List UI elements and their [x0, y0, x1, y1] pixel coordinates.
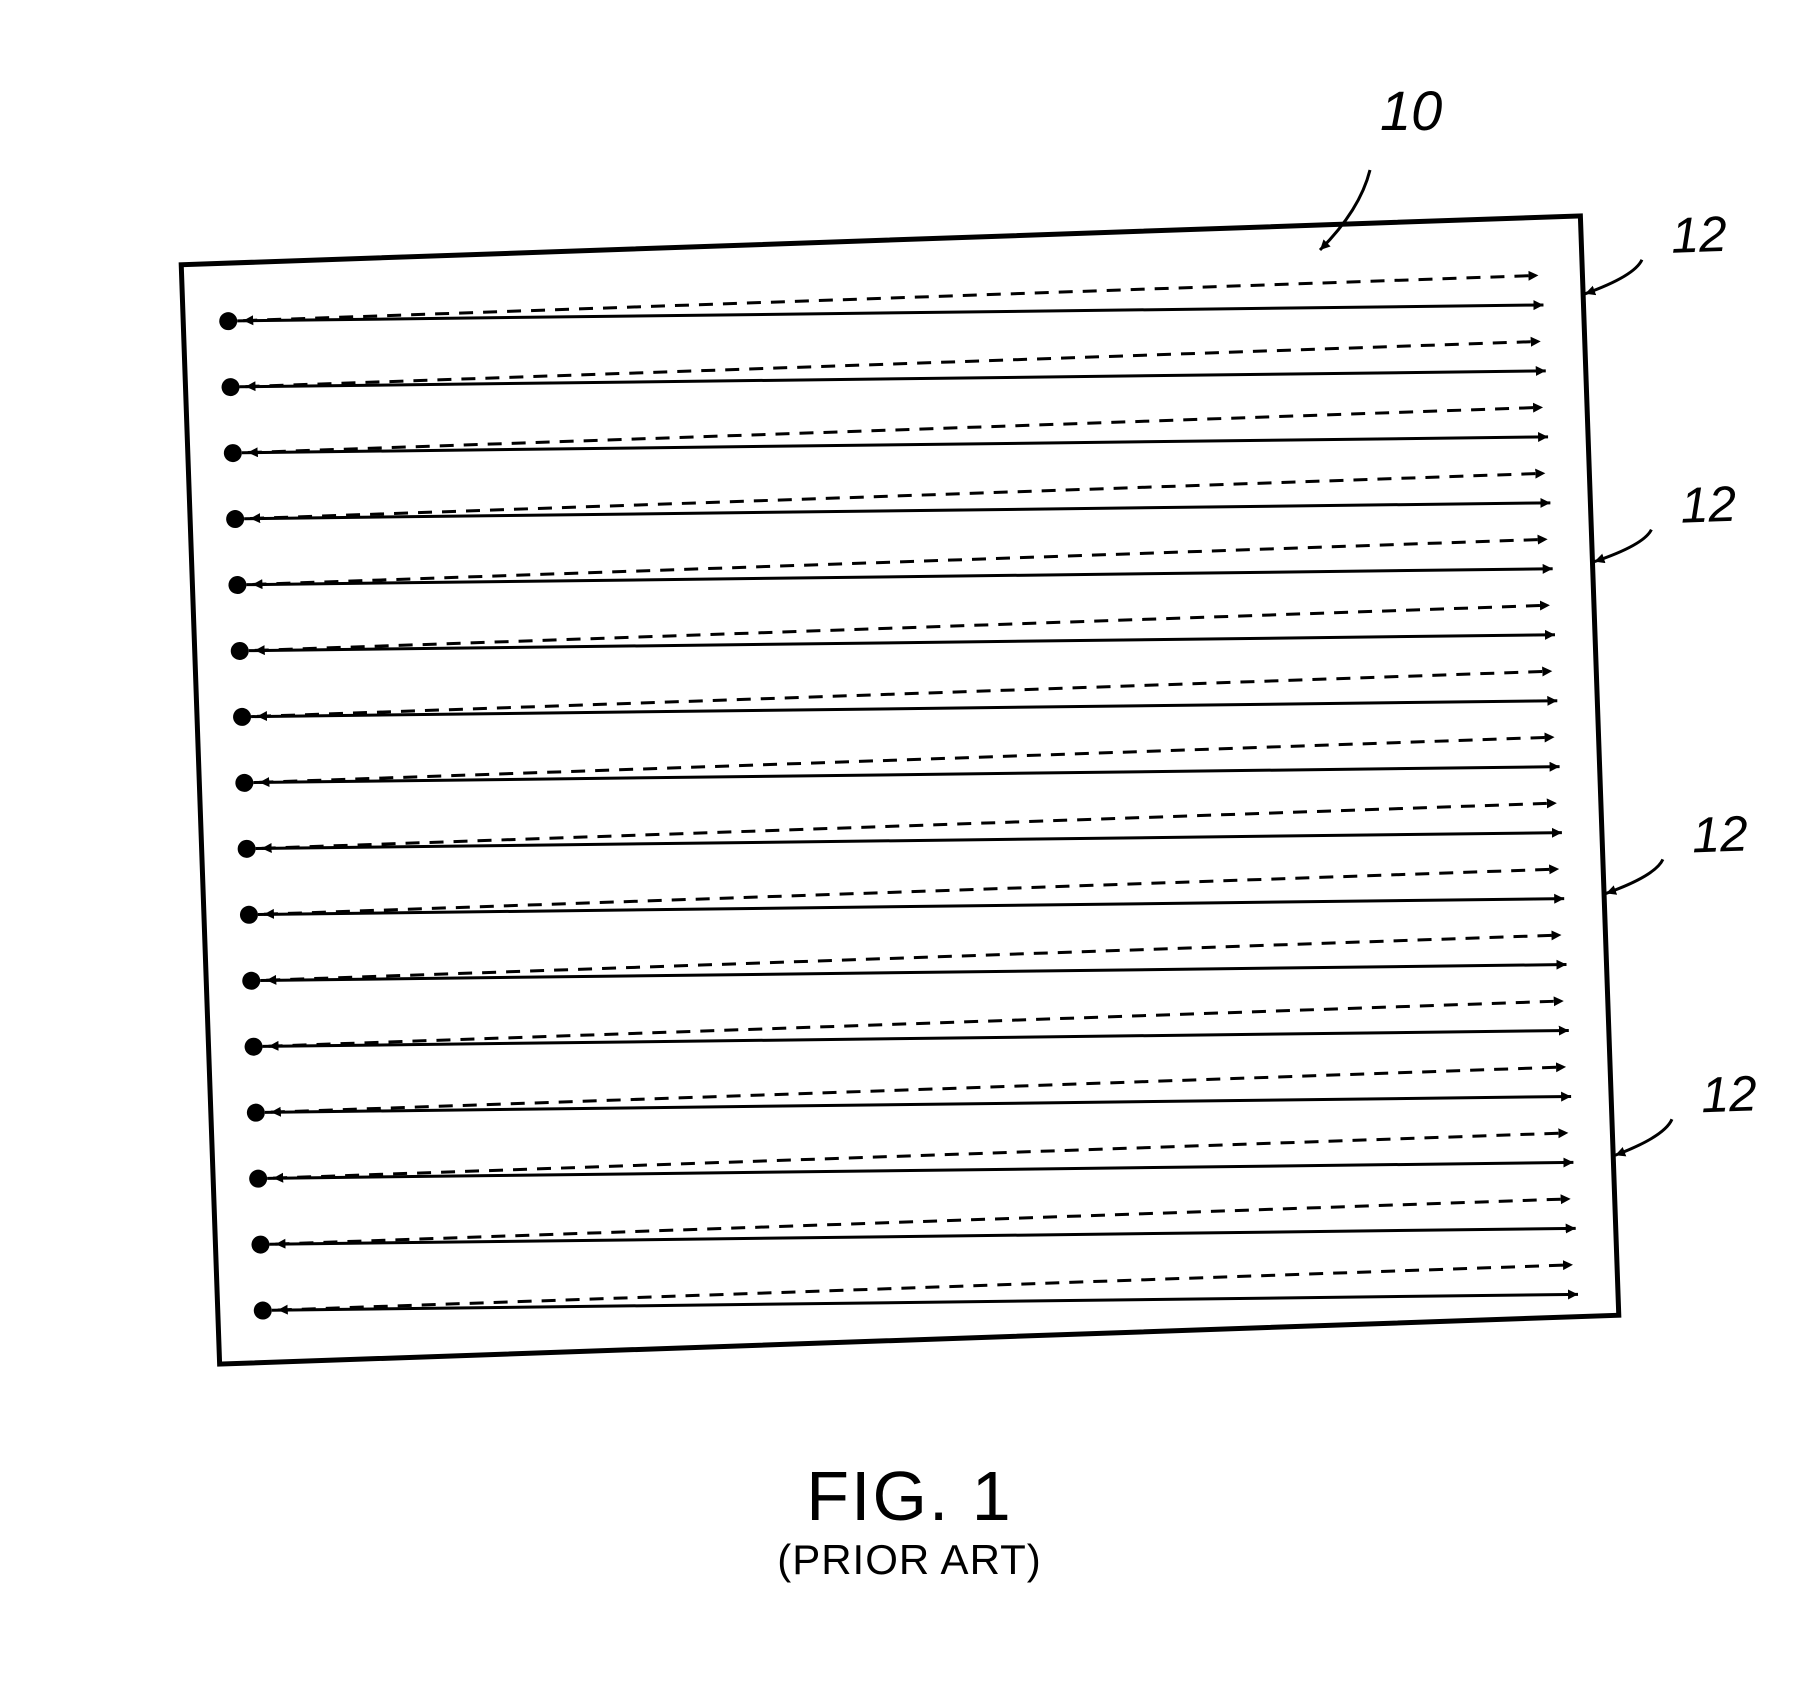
ref-leader-12: [1593, 530, 1652, 562]
scanline-trace: [240, 341, 1546, 416]
scanline-trace: [263, 1001, 1569, 1076]
scanline-start-dot: [224, 444, 243, 463]
scanline-trace: [253, 737, 1559, 812]
ref-label-12: 12: [1691, 805, 1749, 863]
ref-leader-12: [1584, 260, 1643, 294]
scanline-start-dot: [253, 1301, 272, 1320]
scanline-trace: [265, 1067, 1571, 1142]
figure-subtitle: (PRIOR ART): [0, 1536, 1819, 1584]
scanline-start-dot: [244, 1037, 263, 1056]
scanline-trace: [258, 869, 1564, 944]
scanline-trace: [256, 803, 1562, 878]
scanline-start-dot: [233, 708, 252, 727]
scanline-start-dot: [230, 642, 249, 661]
ref-leader-12: [1614, 1119, 1673, 1155]
ref-label-12: 12: [1680, 476, 1738, 534]
figure-title: FIG. 1: [0, 1456, 1819, 1536]
scanline-trace: [246, 539, 1552, 614]
scanline-trace: [251, 671, 1557, 746]
scanline-start-dot: [235, 774, 254, 793]
scanline-start-dot: [226, 510, 245, 529]
ref-label-12: 12: [1670, 206, 1728, 264]
scanline-trace: [267, 1133, 1573, 1208]
display-frame: [181, 216, 1619, 1364]
scanline-start-dot: [240, 905, 259, 924]
scanline-trace: [242, 407, 1548, 482]
scanline-start-dot: [221, 378, 240, 397]
scanline-trace: [269, 1199, 1575, 1274]
scanline-trace: [237, 275, 1543, 350]
scanline-trace: [249, 605, 1555, 680]
ref-leader-10: [1320, 170, 1370, 250]
ref-leader-12: [1605, 859, 1664, 893]
scanline-start-dot: [242, 971, 261, 990]
ref-label-10: 10: [1380, 79, 1442, 142]
scanline-start-dot: [249, 1169, 268, 1188]
scanline-start-dot: [237, 840, 256, 859]
scanline-start-dot: [247, 1103, 266, 1122]
scanline-start-dot: [228, 576, 247, 595]
scanline-trace: [260, 935, 1566, 1010]
ref-label-12: 12: [1700, 1065, 1758, 1123]
raster-diagram: 12 12 12 12: [181, 206, 1764, 1364]
scanline-trace: [244, 473, 1550, 548]
scanline-start-dot: [219, 312, 238, 331]
scanline-start-dot: [251, 1235, 270, 1254]
scanline-trace: [272, 1265, 1578, 1340]
